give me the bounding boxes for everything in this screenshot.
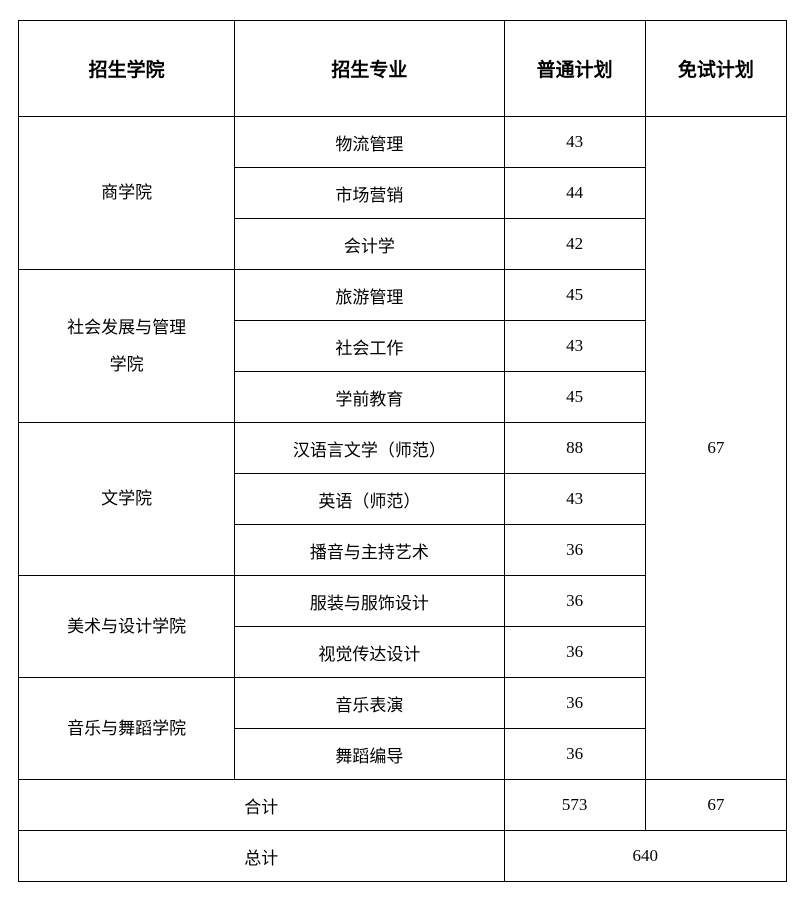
major-cell: 物流管理: [235, 117, 504, 168]
subtotal-regular: 573: [504, 780, 645, 831]
total-row: 总计 640: [19, 831, 787, 882]
header-regular: 普通计划: [504, 21, 645, 117]
table-row: 商学院 物流管理 43 67: [19, 117, 787, 168]
college-cell: 音乐与舞蹈学院: [19, 678, 235, 780]
regular-cell: 43: [504, 474, 645, 525]
regular-cell: 36: [504, 678, 645, 729]
college-line2: 学院: [110, 355, 144, 374]
major-cell: 音乐表演: [235, 678, 504, 729]
total-value: 640: [504, 831, 787, 882]
enrollment-table: 招生学院 招生专业 普通计划 免试计划 商学院 物流管理 43 67 市场营销 …: [18, 20, 787, 882]
regular-cell: 45: [504, 270, 645, 321]
subtotal-exemption: 67: [645, 780, 786, 831]
total-label: 总计: [19, 831, 505, 882]
major-cell: 汉语言文学（师范）: [235, 423, 504, 474]
exemption-cell: 67: [645, 117, 786, 780]
major-cell: 播音与主持艺术: [235, 525, 504, 576]
major-cell: 市场营销: [235, 168, 504, 219]
regular-cell: 43: [504, 321, 645, 372]
regular-cell: 36: [504, 627, 645, 678]
major-cell: 学前教育: [235, 372, 504, 423]
regular-cell: 36: [504, 576, 645, 627]
regular-cell: 36: [504, 729, 645, 780]
college-cell: 社会发展与管理学院: [19, 270, 235, 423]
header-exemption: 免试计划: [645, 21, 786, 117]
regular-cell: 45: [504, 372, 645, 423]
header-row: 招生学院 招生专业 普通计划 免试计划: [19, 21, 787, 117]
college-cell: 美术与设计学院: [19, 576, 235, 678]
college-cell: 商学院: [19, 117, 235, 270]
regular-cell: 43: [504, 117, 645, 168]
regular-cell: 36: [504, 525, 645, 576]
header-college: 招生学院: [19, 21, 235, 117]
major-cell: 英语（师范）: [235, 474, 504, 525]
major-cell: 旅游管理: [235, 270, 504, 321]
header-major: 招生专业: [235, 21, 504, 117]
subtotal-label: 合计: [19, 780, 505, 831]
college-line1: 社会发展与管理: [67, 318, 186, 337]
major-cell: 服装与服饰设计: [235, 576, 504, 627]
major-cell: 社会工作: [235, 321, 504, 372]
major-cell: 视觉传达设计: [235, 627, 504, 678]
college-cell: 文学院: [19, 423, 235, 576]
major-cell: 舞蹈编导: [235, 729, 504, 780]
subtotal-row: 合计 573 67: [19, 780, 787, 831]
regular-cell: 44: [504, 168, 645, 219]
regular-cell: 88: [504, 423, 645, 474]
major-cell: 会计学: [235, 219, 504, 270]
regular-cell: 42: [504, 219, 645, 270]
